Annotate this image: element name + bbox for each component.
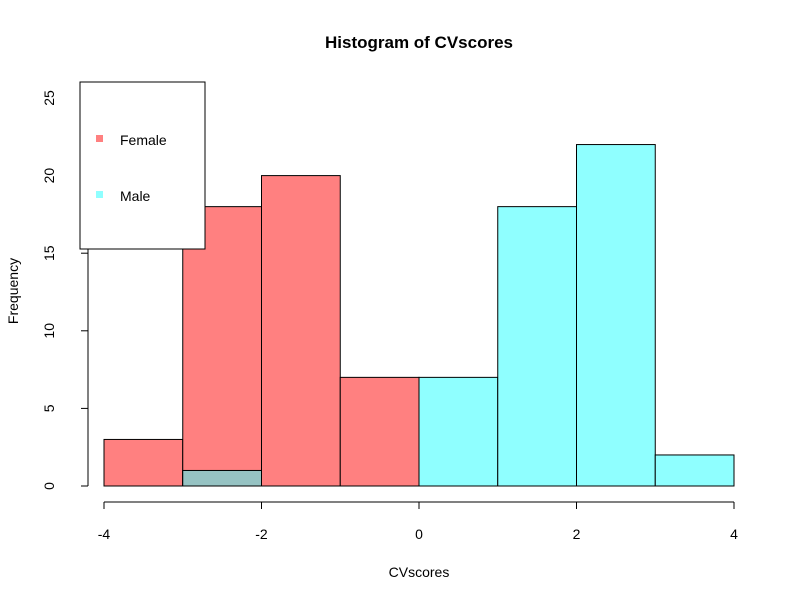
- bar-female-3: [339, 376, 420, 487]
- histogram-bars: [103, 144, 735, 487]
- y-tick-label-5: 25: [41, 90, 57, 106]
- bar-male-4: [418, 376, 499, 487]
- bar-female-0: [103, 438, 184, 487]
- x-tick-label-1: -2: [255, 526, 268, 542]
- bar-female-1: [182, 206, 262, 487]
- legend-label-female: Female: [120, 132, 167, 148]
- y-axis-label: Frequency: [5, 258, 21, 324]
- x-axis-label: CVscores: [389, 564, 450, 580]
- y-tick-label-0: 0: [41, 482, 57, 490]
- legend-swatch-female: [96, 135, 103, 142]
- y-tick-label-3: 15: [41, 245, 57, 261]
- x-tick-label-4: 4: [730, 526, 738, 542]
- legend: Female Male: [79, 81, 206, 250]
- x-axis: -4 -2 0 2 4: [98, 501, 738, 542]
- bar-male-7: [654, 454, 735, 487]
- x-tick-label-0: -4: [98, 526, 111, 542]
- y-tick-label-1: 5: [41, 404, 57, 412]
- overlap-bars: [182, 469, 262, 487]
- legend-box: [79, 81, 206, 250]
- bar-female-2: [261, 175, 341, 487]
- y-tick-label-4: 20: [41, 168, 57, 184]
- bar-overlap-1: [182, 469, 262, 487]
- bar-male-6: [576, 144, 656, 487]
- y-tick-label-2: 10: [41, 323, 57, 339]
- legend-swatch-male: [96, 191, 103, 198]
- legend-label-male: Male: [120, 188, 151, 204]
- bar-male-5: [497, 206, 577, 487]
- chart-title: Histogram of CVscores: [325, 33, 513, 52]
- x-tick-label-2: 0: [415, 526, 423, 542]
- x-tick-label-3: 2: [573, 526, 581, 542]
